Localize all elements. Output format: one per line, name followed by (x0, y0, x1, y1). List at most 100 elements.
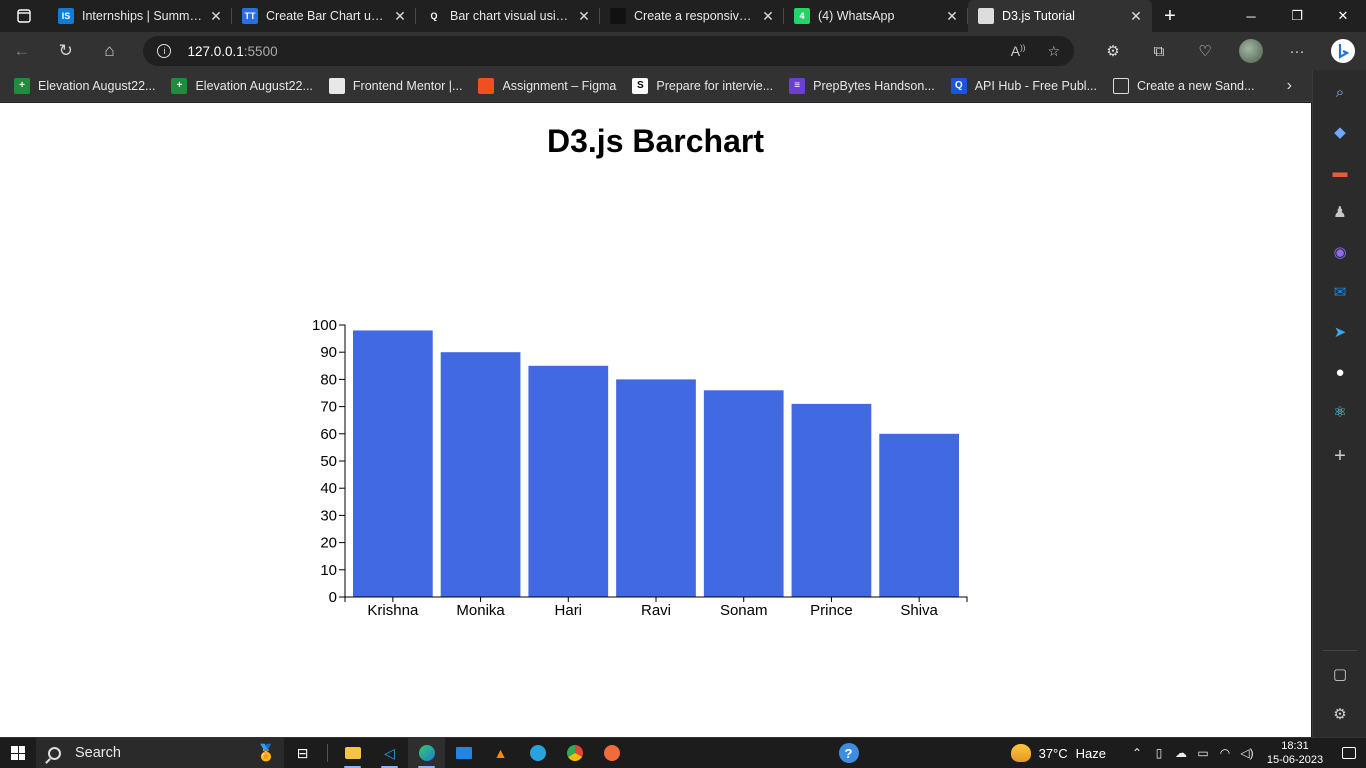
browser-tab[interactable]: Create a responsive Bar Chart ✕ (600, 0, 784, 32)
bookmark-item[interactable]: ≡ PrepBytes Handson... (789, 78, 935, 94)
tab-actions-button[interactable] (0, 0, 48, 32)
bookmarks-overflow-chevron-icon[interactable]: › (1287, 77, 1292, 95)
bookmark-label: Elevation August22... (195, 79, 312, 93)
sidebar-react-icon[interactable]: ⚛ (1328, 400, 1352, 424)
haze-weather-icon (1011, 744, 1031, 762)
bing-copilot-icon[interactable] (1320, 32, 1366, 70)
tab-favicon-icon: Q (426, 8, 442, 24)
tab-close-icon[interactable]: ✕ (208, 8, 224, 25)
tab-title: Internships | Summer Internships (82, 9, 202, 23)
sidebar-settings-icon[interactable]: ⚙ (1328, 702, 1352, 726)
browser-tab[interactable]: IS Internships | Summer Internships ✕ (48, 0, 232, 32)
bookmark-label: API Hub - Free Publ... (975, 79, 1097, 93)
vlc-icon[interactable]: ▲ (482, 738, 519, 768)
sidebar-tools-icon[interactable]: ▬ (1328, 160, 1352, 184)
tab-favicon-icon: TT (242, 8, 258, 24)
brave-browser-icon[interactable] (593, 738, 630, 768)
close-window-button[interactable]: ✕ (1320, 0, 1366, 32)
edge-sidebar: ⌕ ◆ ▬ ♟ ◉ ✉ ➤ ● ⚛ + ▢ ⚙ (1312, 70, 1366, 737)
bookmark-label: Prepare for intervie... (656, 79, 773, 93)
sidebar-github-icon[interactable]: ● (1328, 360, 1352, 384)
sidebar-games-icon[interactable]: ♟ (1328, 200, 1352, 224)
chrome-icon[interactable] (556, 738, 593, 768)
new-tab-button[interactable]: + (1152, 5, 1188, 28)
bookmark-item[interactable]: Q API Hub - Free Publ... (951, 78, 1097, 94)
address-port: :5500 (244, 44, 278, 59)
tab-strip: IS Internships | Summer Internships ✕ TT Cre… (0, 0, 1366, 32)
tray-device-icon[interactable]: ▯ (1148, 746, 1170, 760)
start-button[interactable] (0, 746, 36, 760)
tab-close-icon[interactable]: ✕ (760, 8, 776, 25)
sidebar-toggle-icon[interactable]: ▢ (1328, 662, 1352, 686)
wifi-icon[interactable]: ◠ (1214, 746, 1236, 760)
task-view-icon[interactable]: ⊟ (284, 738, 321, 768)
sidebar-shopping-icon[interactable]: ◆ (1328, 120, 1352, 144)
extensions-icon[interactable]: ⚙ (1090, 32, 1136, 70)
bookmark-favicon-icon: ≡ (789, 78, 805, 94)
weather-widget[interactable]: 37°C Haze (1011, 744, 1106, 762)
vscode-icon[interactable]: ◁ (371, 738, 408, 768)
browser-tab[interactable]: 4 (4) WhatsApp ✕ (784, 0, 968, 32)
x-tick-label: Ravi (641, 602, 671, 619)
collections-icon[interactable]: ⧉ (1136, 32, 1182, 70)
tray-cloud-icon[interactable]: ☁ (1170, 746, 1192, 760)
read-aloud-icon[interactable]: A)) (1011, 43, 1026, 60)
favorite-star-icon[interactable]: ☆ (1047, 43, 1060, 60)
bookmark-favicon-icon: + (171, 78, 187, 94)
get-help-icon[interactable]: ? (830, 738, 867, 768)
bookmark-item[interactable]: + Elevation August22... (171, 78, 312, 94)
file-explorer-icon[interactable] (334, 738, 371, 768)
taskbar-clock[interactable]: 18:31 15-06-2023 (1258, 739, 1332, 767)
browser-tab[interactable]: D3.js Tutorial ✕ (968, 0, 1152, 32)
address-host: 127.0.0.1 (187, 44, 243, 59)
battery-icon[interactable]: ▭ (1192, 746, 1214, 760)
bookmark-list: + Elevation August22... + Elevation August2… (14, 78, 1270, 94)
clock-date: 15-06-2023 (1258, 753, 1332, 767)
site-info-icon[interactable]: i (157, 44, 171, 58)
taskbar-search-box[interactable]: Search 🏅 (36, 738, 284, 768)
mail-icon[interactable] (445, 738, 482, 768)
bookmark-item[interactable]: Create a new Sand... (1113, 78, 1254, 94)
weather-temp: 37°C (1039, 746, 1068, 761)
browser-tab[interactable]: Q Bar chart visual using D3 ✕ (416, 0, 600, 32)
tab-close-icon[interactable]: ✕ (392, 8, 408, 25)
page-viewport: D3.js Barchart Krishna Monika Hari Ravi Sona… (0, 103, 1311, 737)
sidebar-outlook-icon[interactable]: ✉ (1328, 280, 1352, 304)
bookmark-item[interactable]: Assignment – Figma (478, 78, 616, 94)
tray-overflow-chevron-icon[interactable]: ⌃ (1126, 746, 1148, 760)
refresh-button[interactable]: ↻ (44, 32, 88, 70)
profile-avatar[interactable] (1228, 32, 1274, 70)
browser-tab[interactable]: TT Create Bar Chart using D3 ✕ (232, 0, 416, 32)
tab-close-icon[interactable]: ✕ (944, 8, 960, 25)
browser-toolbar: ← ↻ ⌂ i 127.0.0.1:5500 A)) ☆ ⚙ ⧉ ♡ ··· (0, 32, 1366, 70)
sidebar-telegram-icon[interactable]: ➤ (1328, 320, 1352, 344)
bookmark-favicon-icon: Q (951, 78, 967, 94)
tab-actions-icon (17, 9, 31, 23)
bookmark-label: PrepBytes Handson... (813, 79, 935, 93)
bookmark-item[interactable]: + Elevation August22... (14, 78, 155, 94)
tab-close-icon[interactable]: ✕ (576, 8, 592, 25)
minimize-button[interactable]: ─ (1228, 0, 1274, 32)
home-button[interactable]: ⌂ (88, 32, 132, 70)
bookmark-item[interactable]: S Prepare for intervie... (632, 78, 773, 94)
notifications-icon[interactable] (1332, 747, 1366, 759)
sidebar-add-icon[interactable]: + (1328, 444, 1352, 468)
bookmark-favicon-icon: S (632, 78, 648, 94)
volume-icon[interactable]: ◁) (1236, 746, 1258, 760)
tab-list: IS Internships | Summer Internships ✕ TT Cre… (48, 0, 1152, 32)
telegram-icon[interactable] (519, 738, 556, 768)
x-tick-label: Krishna (367, 602, 419, 619)
chart-bar (879, 434, 959, 597)
more-menu-icon[interactable]: ··· (1274, 32, 1320, 70)
bookmark-item[interactable]: Frontend Mentor |... (329, 78, 463, 94)
clock-time: 18:31 (1258, 739, 1332, 753)
back-button[interactable]: ← (0, 32, 44, 70)
y-tick-label: 80 (320, 371, 337, 388)
tab-close-icon[interactable]: ✕ (1128, 8, 1144, 25)
edge-icon[interactable] (408, 738, 445, 768)
sidebar-search-icon[interactable]: ⌕ (1328, 80, 1352, 104)
restore-button[interactable]: ❐ (1274, 0, 1320, 32)
address-bar[interactable]: i 127.0.0.1:5500 A)) ☆ (143, 36, 1074, 66)
sidebar-office-icon[interactable]: ◉ (1328, 240, 1352, 264)
browser-essentials-icon[interactable]: ♡ (1182, 32, 1228, 70)
